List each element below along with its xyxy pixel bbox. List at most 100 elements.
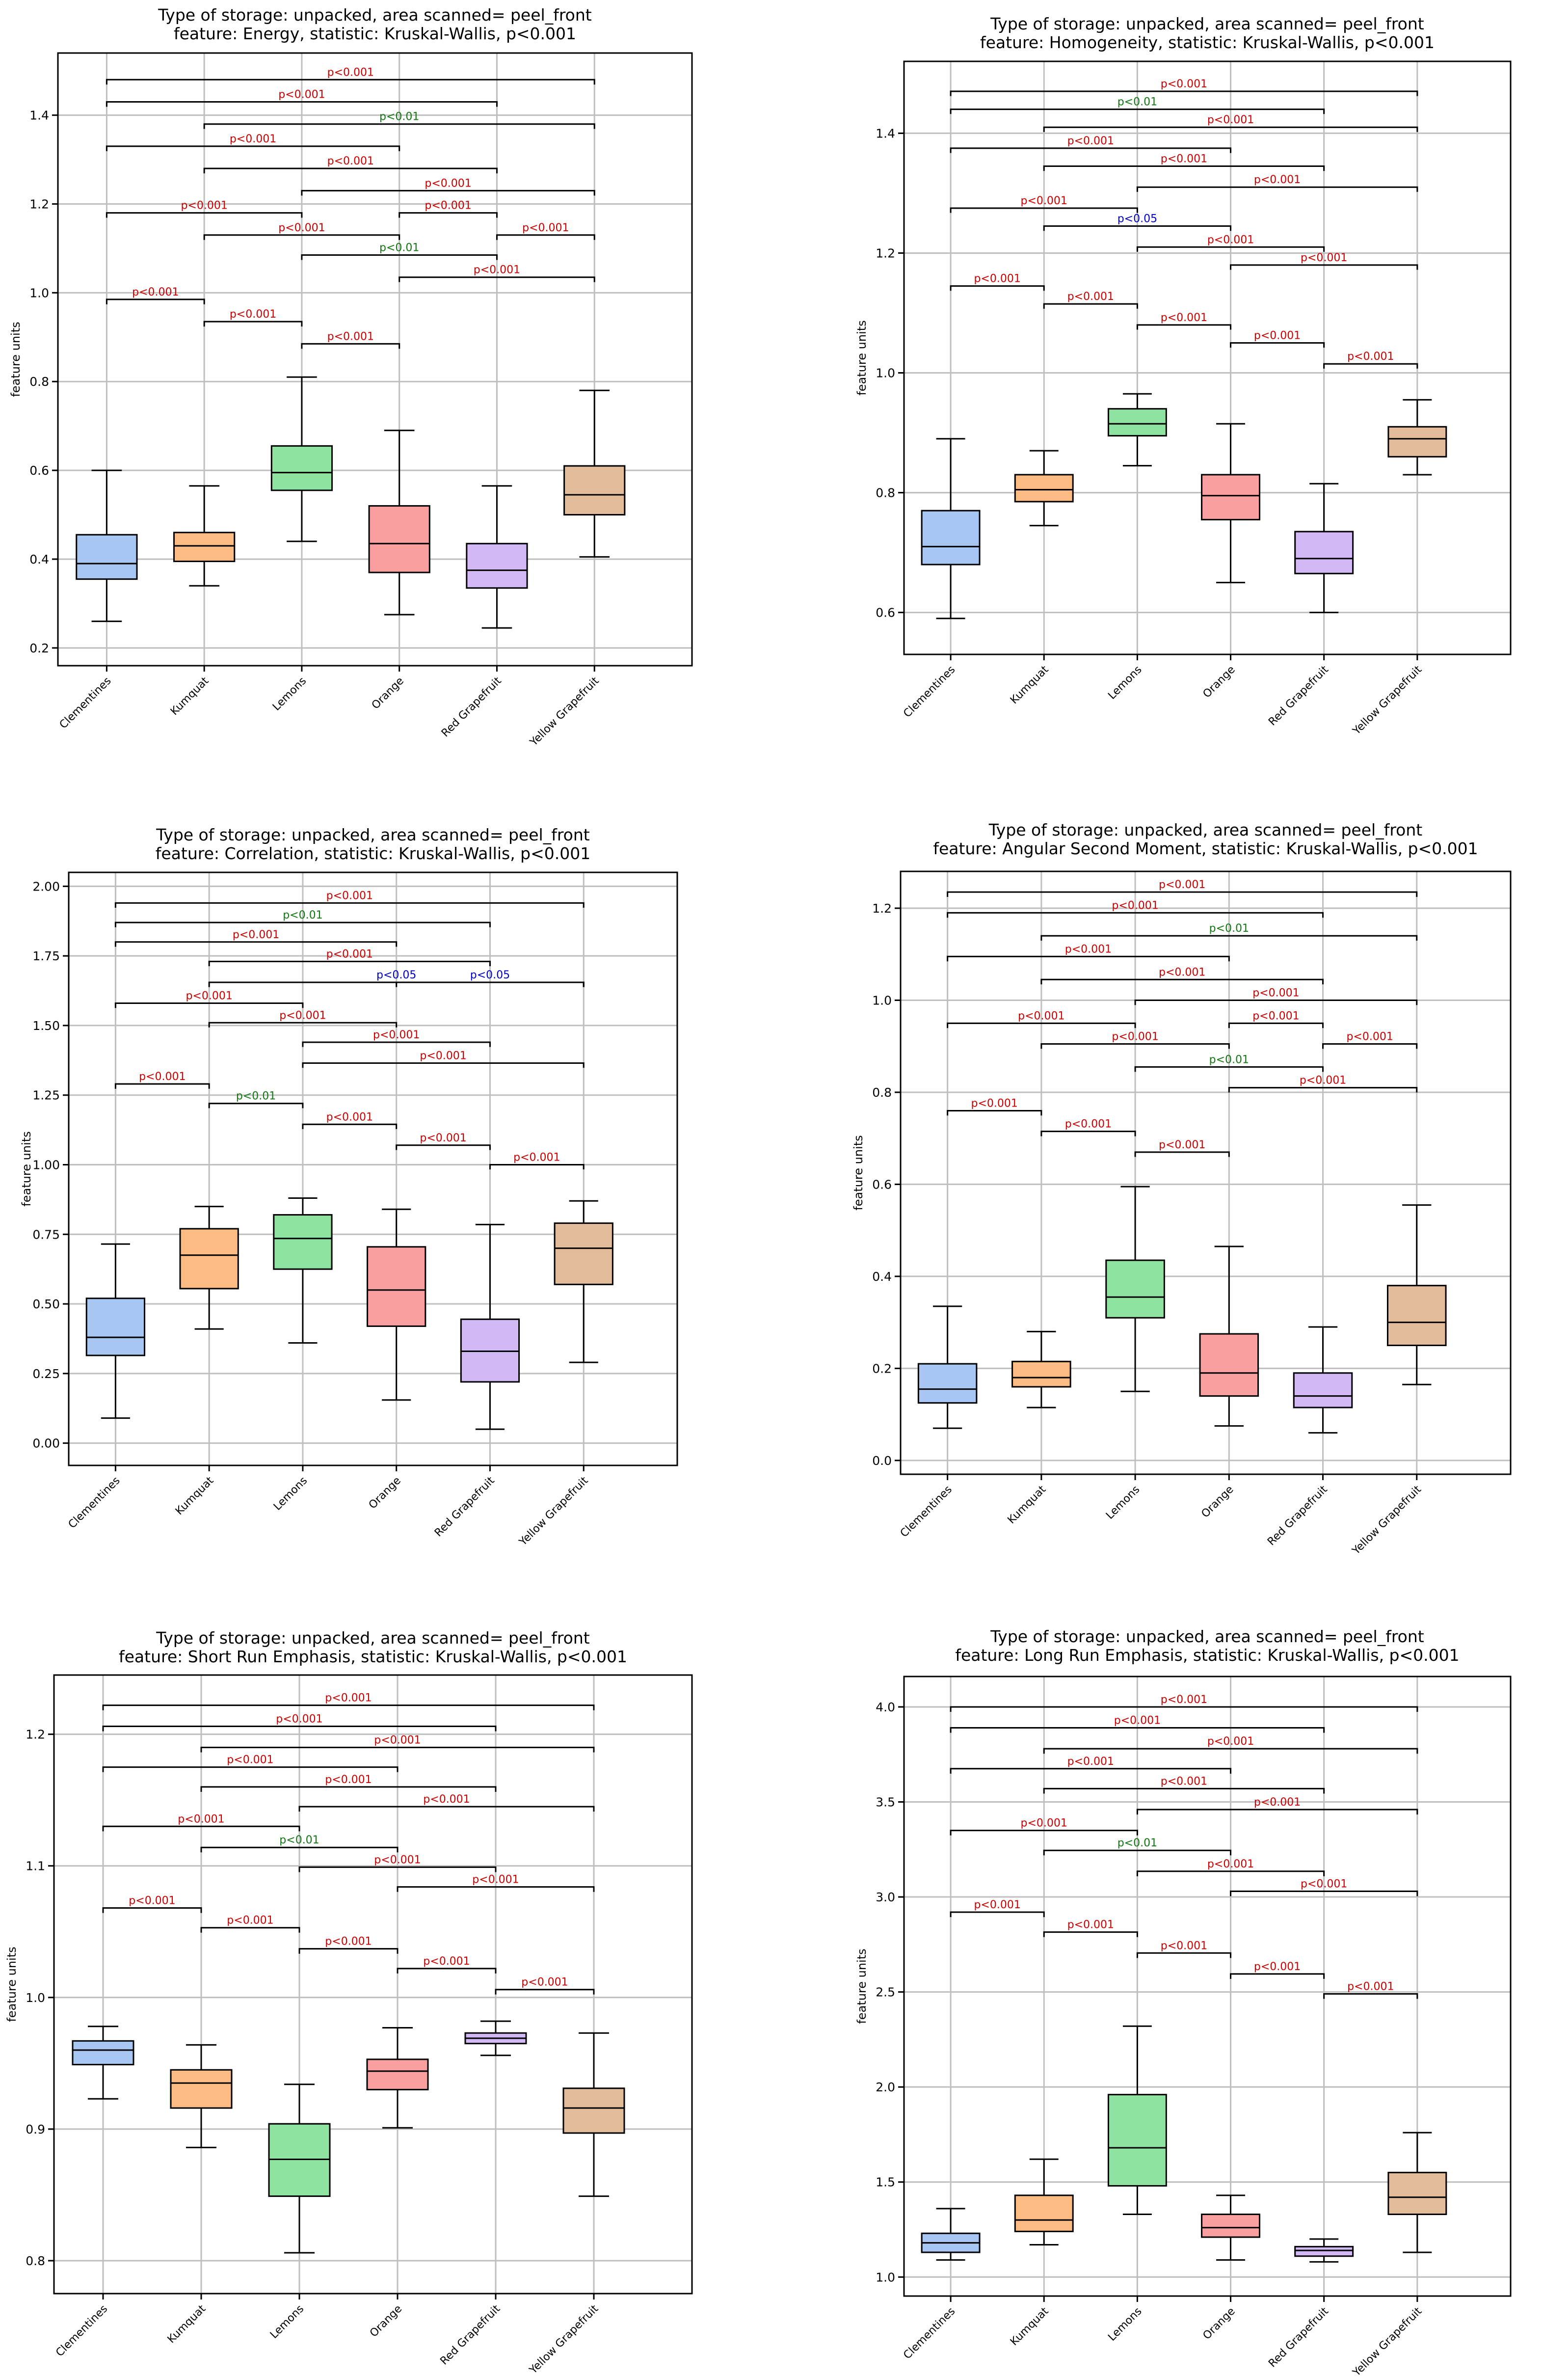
y-tick-label: 1.5 [876,2175,895,2190]
significance-label: p<0.001 [1065,943,1112,955]
significance-bracket [396,1144,491,1150]
significance-label: p<0.001 [326,948,373,960]
iqr-box [1386,1285,1447,1347]
significance-label: p<0.001 [1159,879,1205,891]
box-kumquat [170,2044,233,2148]
significance-label: p<0.001 [129,1895,175,1907]
x-tick-label: Orange [1201,2305,1238,2342]
significance-bracket [1043,1849,1232,1856]
significance-bracket [106,212,303,218]
significance-bracket [950,1768,1232,1774]
significance-bracket [399,212,498,218]
significance-label: p<0.001 [1018,1010,1064,1022]
significance-bracket [302,1123,398,1129]
significance-bracket [1136,324,1232,330]
significance-label: p<0.001 [233,929,279,941]
significance-bracket [1230,342,1325,348]
significance-bracket [950,1911,1045,1918]
x-tick-label: Kumquat [168,675,212,718]
significance-bracket [1230,1973,1325,1979]
iqr-box [76,534,138,580]
iqr-box [1387,426,1447,458]
x-tick-label: Lemons [1106,2305,1144,2344]
significance-label: p<0.001 [1301,252,1347,264]
y-tick-label: 1.1 [26,1859,45,1873]
chart-panel-1: Type of storage: unpacked, area scanned=… [9,5,693,749]
significance-label: p<0.001 [1161,1694,1207,1706]
box-clementines [85,1243,146,1419]
box-red-grapefruit [1293,1326,1353,1434]
significance-bracket [208,1022,398,1028]
significance-label: p<0.001 [276,1713,322,1726]
significance-label: p<0.001 [1300,1075,1346,1087]
iqr-box [72,2040,134,2066]
significance-label: p<0.001 [227,1754,273,1766]
significance-bracket [1043,1748,1418,1754]
significance-label: p<0.001 [374,1854,421,1866]
significance-label: p<0.001 [326,1111,373,1123]
significance-bracket [298,1948,399,1954]
y-axis-label: feature units [851,1135,865,1210]
y-tick-label: 3.0 [876,1890,895,1904]
significance-bracket [1043,225,1232,231]
iqr-box [917,1363,978,1404]
x-tick-label: Lemons [271,1475,310,1513]
significance-bracket [947,955,1230,962]
plot-frame [903,60,1512,655]
significance-label: p<0.001 [1207,1735,1254,1748]
significance-bracket [1136,1809,1418,1815]
y-tick-label: 1.00 [32,1158,60,1172]
box-clementines [921,2208,981,2261]
significance-label: p<0.001 [1301,1878,1347,1890]
significance-bracket [397,1968,497,1974]
significance-label: p<0.001 [513,1151,560,1163]
y-tick-label: 0.6 [872,1177,892,1191]
significance-bracket [114,941,398,947]
significance-bracket [1134,1151,1230,1157]
significance-bracket [1228,1022,1324,1028]
significance-bracket [396,981,585,987]
iqr-box [1201,2214,1260,2238]
significance-bracket [950,207,1138,213]
significance-bracket [950,285,1045,291]
iqr-box [367,1246,426,1327]
significance-bracket [200,1927,300,1933]
significance-bracket [114,921,491,927]
x-tick-label: Lemons [268,2303,306,2341]
plot-frame [903,1676,1512,2297]
chart-panel-6: Type of storage: unpacked, area scanned=… [855,1627,1512,2379]
x-tick-label: Yellow Grapefruit [528,675,602,749]
y-tick-label: 1.4 [29,108,49,123]
box-yellow-grapefruit [1387,2132,1447,2253]
significance-bracket [203,321,303,327]
x-tick-label: Red Grapefruit [1266,2305,1331,2370]
box-kumquat [179,1206,239,1330]
significance-label: p<0.001 [1021,195,1067,207]
y-tick-label: 0.00 [32,1436,60,1451]
box-yellow-grapefruit [1387,399,1447,476]
significance-label: p<0.001 [1207,234,1254,246]
significance-label: p<0.001 [1252,987,1299,999]
significance-bracket [1043,165,1325,171]
x-tick-label: Orange [1201,664,1238,701]
y-tick-label: 1.4 [876,126,895,140]
y-tick-label: 0.2 [29,641,49,655]
y-tick-label: 4.0 [876,1700,895,1714]
y-tick-label: 1.2 [26,1728,45,1742]
significance-bracket [947,1022,1136,1028]
iqr-box [921,510,981,566]
significance-bracket [298,1866,497,1872]
iqr-box [173,532,236,562]
chart-title-line1: Type of storage: unpacked, area scanned=… [988,820,1423,839]
y-tick-label: 0.4 [872,1270,892,1284]
y-tick-label: 1.50 [32,1019,60,1033]
significance-bracket [1043,1787,1325,1794]
y-tick-label: 0.8 [872,1085,892,1100]
significance-label: p<0.01 [1117,1837,1157,1849]
box-orange [1199,1245,1259,1427]
significance-label: p<0.001 [1161,1940,1207,1952]
chart-title-line1: Type of storage: unpacked, area scanned=… [158,5,592,25]
significance-label: p<0.001 [1067,1756,1114,1768]
x-tick-label: Clementines [901,2305,958,2362]
